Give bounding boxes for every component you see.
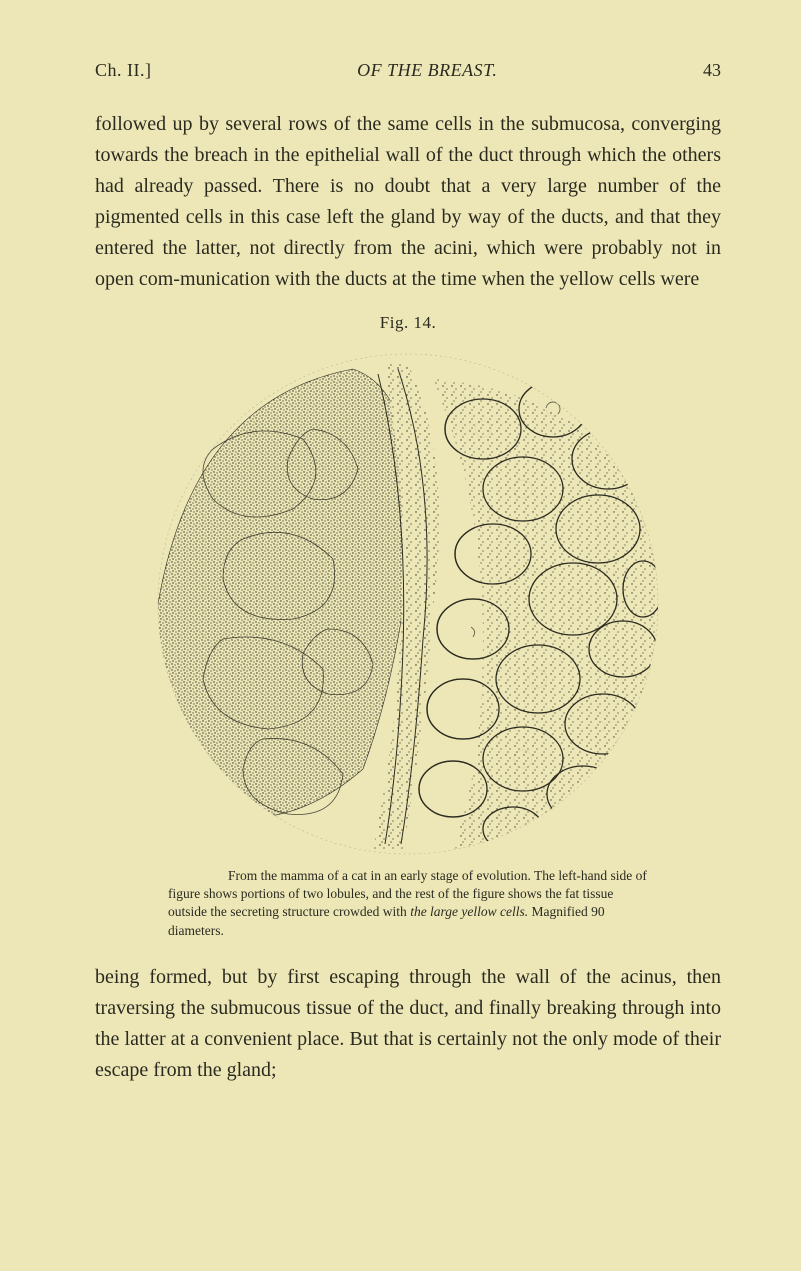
figure-illustration (153, 339, 663, 859)
running-header: Ch. II.] OF THE BREAST. 43 (95, 60, 721, 81)
header-title: OF THE BREAST. (357, 60, 497, 81)
page-number: 43 (703, 60, 721, 81)
figure-label: Fig. 14. (95, 313, 721, 333)
paragraph-2: being formed, but by first escaping thro… (95, 962, 721, 1086)
paragraph-1: followed up by several rows of the same … (95, 109, 721, 295)
header-chapter: Ch. II.] (95, 60, 152, 81)
page: Ch. II.] OF THE BREAST. 43 followed up b… (0, 0, 801, 1271)
caption-italic: the large yellow cells. (410, 904, 528, 919)
figure-caption: From the mamma of a cat in an early stag… (168, 867, 648, 940)
figure-container (95, 339, 721, 859)
